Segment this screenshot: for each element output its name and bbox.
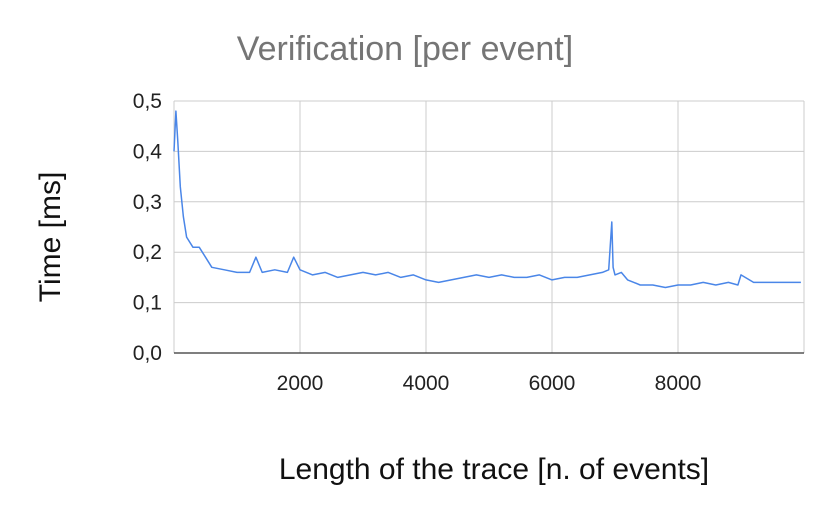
series-layer (173, 110, 801, 289)
x-tick-label: 6000 (529, 372, 576, 395)
y-tick-label: 0,2 (133, 241, 162, 264)
y-tick-label: 0,4 (133, 140, 163, 163)
x-tick-label: 2000 (277, 372, 324, 395)
y-tick-label: 0,1 (133, 292, 162, 315)
y-tick-label: 0,5 (133, 90, 162, 113)
y-axis-title: Time [ms] (34, 172, 67, 303)
y-tick-label: 0,0 (133, 342, 162, 365)
tick-labels: 0,0 0,1 0,2 0,3 0,4 0,5 2000 4000 6000 8000 (133, 90, 702, 395)
chart-title: Verification [per event] (237, 30, 573, 68)
y-tick-label: 0,3 (133, 191, 162, 214)
x-tick-label: 8000 (655, 372, 702, 395)
x-axis-title: Length of the trace [n. of events] (279, 453, 709, 486)
x-tick-label: 4000 (403, 372, 450, 395)
series-line (173, 110, 801, 289)
gridlines (173, 100, 805, 353)
